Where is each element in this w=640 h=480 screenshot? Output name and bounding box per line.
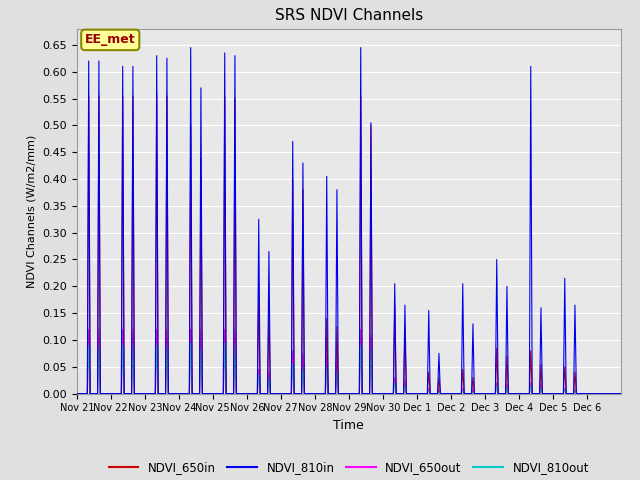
NDVI_650in <box>270 391 278 396</box>
Line: NDVI_810out: NDVI_810out <box>77 343 621 394</box>
NDVI_650in <box>476 391 484 396</box>
NDVI_650in <box>73 391 81 396</box>
NDVI_650out <box>100 391 108 396</box>
NDVI_650out <box>73 391 81 396</box>
Title: SRS NDVI Channels: SRS NDVI Channels <box>275 9 423 24</box>
NDVI_810out <box>270 391 278 396</box>
NDVI_650in <box>153 90 161 96</box>
NDVI_650in <box>419 391 426 396</box>
NDVI_810in <box>476 391 484 396</box>
NDVI_810out <box>617 391 625 396</box>
NDVI_650out <box>85 326 93 332</box>
NDVI_810in <box>506 391 513 396</box>
NDVI_650out <box>270 391 278 396</box>
Legend: NDVI_650in, NDVI_810in, NDVI_650out, NDVI_810out: NDVI_650in, NDVI_810in, NDVI_650out, NDV… <box>104 456 594 479</box>
Y-axis label: NDVI Channels (W/m2/mm): NDVI Channels (W/m2/mm) <box>27 134 36 288</box>
NDVI_810in <box>73 391 81 396</box>
NDVI_810in <box>395 391 403 396</box>
NDVI_650in <box>395 391 403 396</box>
NDVI_810out <box>187 340 195 346</box>
Line: NDVI_650out: NDVI_650out <box>77 329 621 394</box>
NDVI_810out <box>419 391 426 396</box>
NDVI_810in <box>617 391 625 396</box>
NDVI_650out <box>419 391 426 396</box>
NDVI_810in <box>187 45 195 50</box>
NDVI_810out <box>73 391 81 396</box>
NDVI_650out <box>617 391 625 396</box>
Line: NDVI_650in: NDVI_650in <box>77 93 621 394</box>
NDVI_650in <box>100 391 108 396</box>
NDVI_810out <box>506 391 513 396</box>
NDVI_810out <box>395 391 403 396</box>
NDVI_810in <box>100 391 108 396</box>
NDVI_810out <box>476 391 484 396</box>
NDVI_650out <box>395 391 403 396</box>
X-axis label: Time: Time <box>333 419 364 432</box>
NDVI_650out <box>476 391 484 396</box>
NDVI_650in <box>617 391 625 396</box>
NDVI_650in <box>506 391 513 396</box>
Text: EE_met: EE_met <box>85 34 136 47</box>
NDVI_810in <box>270 391 278 396</box>
Line: NDVI_810in: NDVI_810in <box>77 48 621 394</box>
NDVI_810out <box>100 391 108 396</box>
NDVI_650out <box>506 391 513 396</box>
NDVI_810in <box>419 391 426 396</box>
